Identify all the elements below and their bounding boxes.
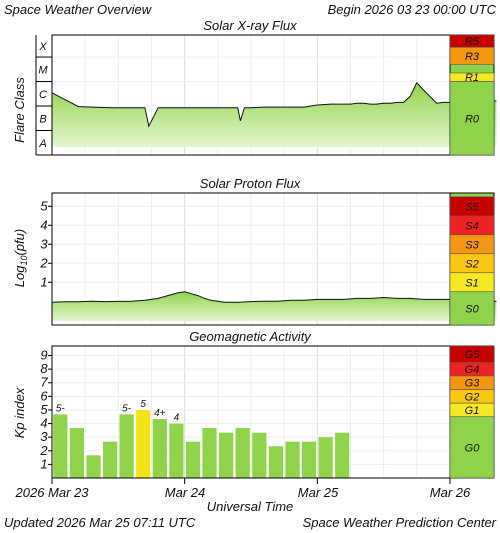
xray-ylabel: Flare Class xyxy=(12,77,27,143)
proton-ylabel-unit: (pfu) xyxy=(12,229,27,256)
proton-title: Solar Proton Flux xyxy=(200,176,301,191)
xray-scale-r0 xyxy=(449,81,495,156)
kp-bar-label-4: 5- xyxy=(122,403,132,414)
xray-flux-line xyxy=(51,81,497,128)
kp-tick-label-3: 3 xyxy=(40,429,48,444)
x-tick-label-0: 2026 Mar 23 xyxy=(15,485,90,500)
kp-bar-3 xyxy=(103,441,118,478)
proton-scale-label-s0: S0 xyxy=(465,303,479,315)
xray-class-label-b: B xyxy=(39,113,46,125)
proton-flux-area xyxy=(52,291,497,321)
kp-scale-label-g1: G1 xyxy=(465,405,480,417)
kp-bar-7 xyxy=(169,423,184,478)
header-begin: Begin 2026 03 23 00:00 UTC xyxy=(328,2,497,17)
kp-scale-label-g5: G5 xyxy=(465,349,481,361)
kp-bar-1 xyxy=(69,428,84,478)
kp-tick-label-7: 7 xyxy=(40,375,48,390)
kp-bar-label-6: 4+ xyxy=(154,408,166,419)
kp-scale-g0 xyxy=(449,416,495,479)
kp-scale-label-g3: G3 xyxy=(465,378,481,390)
kp-bar-13 xyxy=(268,446,283,478)
kp-bar-16 xyxy=(318,437,333,478)
xray-scale-label-r0: R0 xyxy=(465,113,480,125)
proton-scale-label-s4: S4 xyxy=(465,220,478,232)
kp-tick-label-8: 8 xyxy=(40,361,48,376)
kp-tick-label-1: 1 xyxy=(40,456,47,471)
xray-class-label-m: M xyxy=(38,64,48,76)
kp-bar-10 xyxy=(219,432,234,478)
data-layer: 5- 5- 5 4+ 4 xyxy=(51,81,497,478)
x-axis-label: Universal Time xyxy=(207,499,294,514)
xray-scale-r3 xyxy=(449,46,495,65)
proton-tick-label-5: 5 xyxy=(40,198,48,213)
x-tick-label-3: Mar 26 xyxy=(430,485,471,500)
kp-bar-9 xyxy=(202,428,217,478)
kp-tick-label-6: 6 xyxy=(40,388,48,403)
kp-tick-label-5: 5 xyxy=(40,402,48,417)
xray-title: Solar X-ray Flux xyxy=(203,18,297,33)
kp-bar-5 xyxy=(136,410,151,478)
x-tick-label-2: Mar 25 xyxy=(298,485,339,500)
footer-credit: Space Weather Prediction Center xyxy=(303,515,497,530)
kp-bar-8 xyxy=(185,441,201,478)
proton-flux-line xyxy=(51,291,497,303)
proton-scale-label-s2: S2 xyxy=(465,258,478,270)
kp-scale-label-g2: G2 xyxy=(465,391,480,403)
kp-bar-label-7: 4 xyxy=(174,413,180,424)
proton-scale-label-s3: S3 xyxy=(465,239,479,251)
xray-class-label-c: C xyxy=(39,89,47,101)
kp-bar-label-0: 5- xyxy=(56,403,66,414)
header-title: Space Weather Overview xyxy=(4,2,153,17)
kp-bar-4 xyxy=(119,414,134,478)
proton-tick-label-1: 1 xyxy=(40,274,47,289)
kp-tick-label-4: 4 xyxy=(40,416,47,431)
footer-updated: Updated 2026 Mar 25 07:11 UTC xyxy=(4,515,196,530)
kp-title: Geomagnetic Activity xyxy=(189,329,312,344)
xray-class-label-a: A xyxy=(38,138,46,150)
xray-scale-label-r3: R3 xyxy=(465,51,480,63)
xray-class-label-x: X xyxy=(38,41,47,53)
proton-scale-label-s1: S1 xyxy=(465,277,478,289)
x-tick-label-1: Mar 24 xyxy=(165,485,205,500)
proton-tick-label-4: 4 xyxy=(40,217,47,232)
grid-layer xyxy=(52,35,450,478)
kp-scale-label-g0: G0 xyxy=(465,442,481,454)
proton-ylabel-base: Log xyxy=(12,265,27,287)
kp-bar-15 xyxy=(301,441,317,478)
kp-scale-label-g4: G4 xyxy=(465,364,480,376)
xray-scale-label-r5: R5 xyxy=(465,36,480,48)
proton-ylabel: Log10(pfu) xyxy=(12,229,29,287)
kp-bar-2 xyxy=(86,455,101,478)
kp-bar-11 xyxy=(235,428,250,478)
proton-ylabel-sub: 10 xyxy=(19,256,29,266)
proton-scale-label-s5: S5 xyxy=(465,201,479,213)
proton-tick-label-2: 2 xyxy=(39,255,48,270)
kp-bar-0 xyxy=(53,414,68,478)
kp-bar-14 xyxy=(285,441,300,478)
kp-tick-label-2: 2 xyxy=(39,443,48,458)
kp-bar-12 xyxy=(252,432,267,478)
xray-flux-area xyxy=(52,82,497,147)
proton-scale-s0 xyxy=(449,291,495,326)
proton-tick-label-3: 3 xyxy=(40,236,48,251)
kp-tick-label-9: 9 xyxy=(40,348,47,363)
kp-ylabel: Kp index xyxy=(12,387,27,438)
kp-bar-17 xyxy=(335,432,350,478)
kp-bar-label-5: 5 xyxy=(140,399,146,410)
kp-bar-6 xyxy=(152,419,167,478)
